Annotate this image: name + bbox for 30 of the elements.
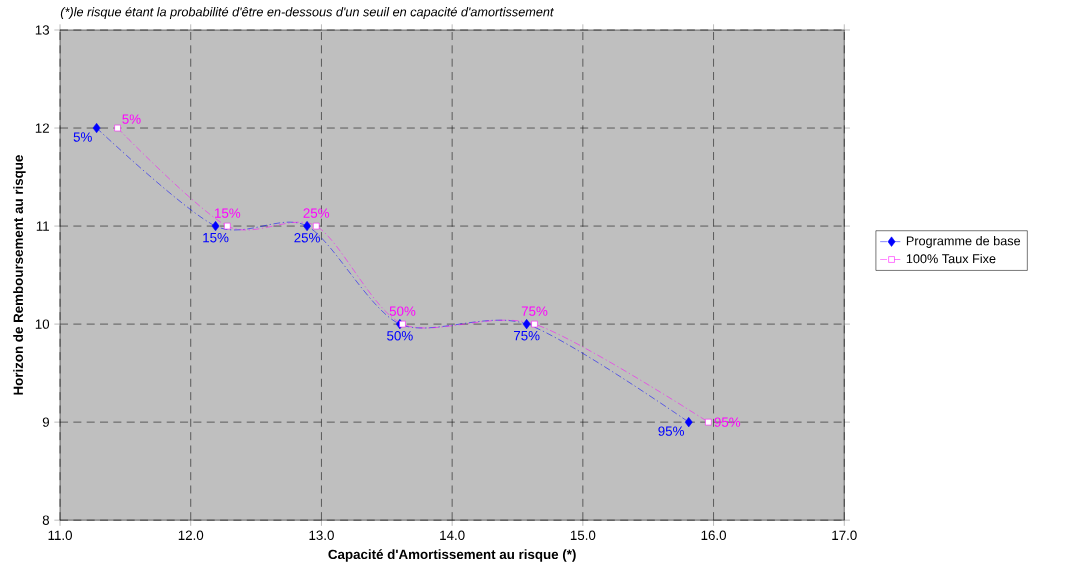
annotation: 15% [215,208,241,218]
annotation: 15% [203,233,229,243]
x-tick-label: 13.0 [309,530,334,541]
annotation: 5% [122,114,141,124]
annotation: 5% [73,132,92,142]
y-tick-label: 9 [42,417,49,427]
annotation: 75% [521,306,548,316]
y-tick-label: 10 [35,319,50,329]
chart-title: (*)le risque étant la probabilité d'être en-dessous d'un seuil en capacité d'amortissement [60,7,554,19]
legend-label: Programme de base [906,236,1021,248]
x-tick-label: 14.0 [440,530,465,541]
y-tick-label: 12 [35,123,49,133]
annotation: 95% [658,426,684,436]
y-tick-label: 8 [42,515,50,525]
x-tick-label: 15.0 [570,530,596,541]
y-axis-title: Horizon de Remboursement au risque [13,155,26,395]
x-tick-label: 16.0 [701,530,727,541]
x-tick-label: 12.0 [178,530,204,541]
x-axis-title: Capacité d'Amortissement au risque (*) [328,549,576,562]
annotation: 50% [387,331,413,341]
x-tick-label: 11.0 [48,530,72,541]
x-tick-label: 17.0 [832,530,857,541]
annotation: 95% [714,417,741,427]
annotation: 25% [294,233,320,243]
y-tick-label: 11 [36,221,49,231]
y-tick-label: 13 [35,25,50,35]
annotation: 50% [389,306,416,316]
legend-label: 100% Taux Fixe [906,253,996,264]
annotation: 75% [513,331,540,341]
annotation: 25% [303,208,330,218]
